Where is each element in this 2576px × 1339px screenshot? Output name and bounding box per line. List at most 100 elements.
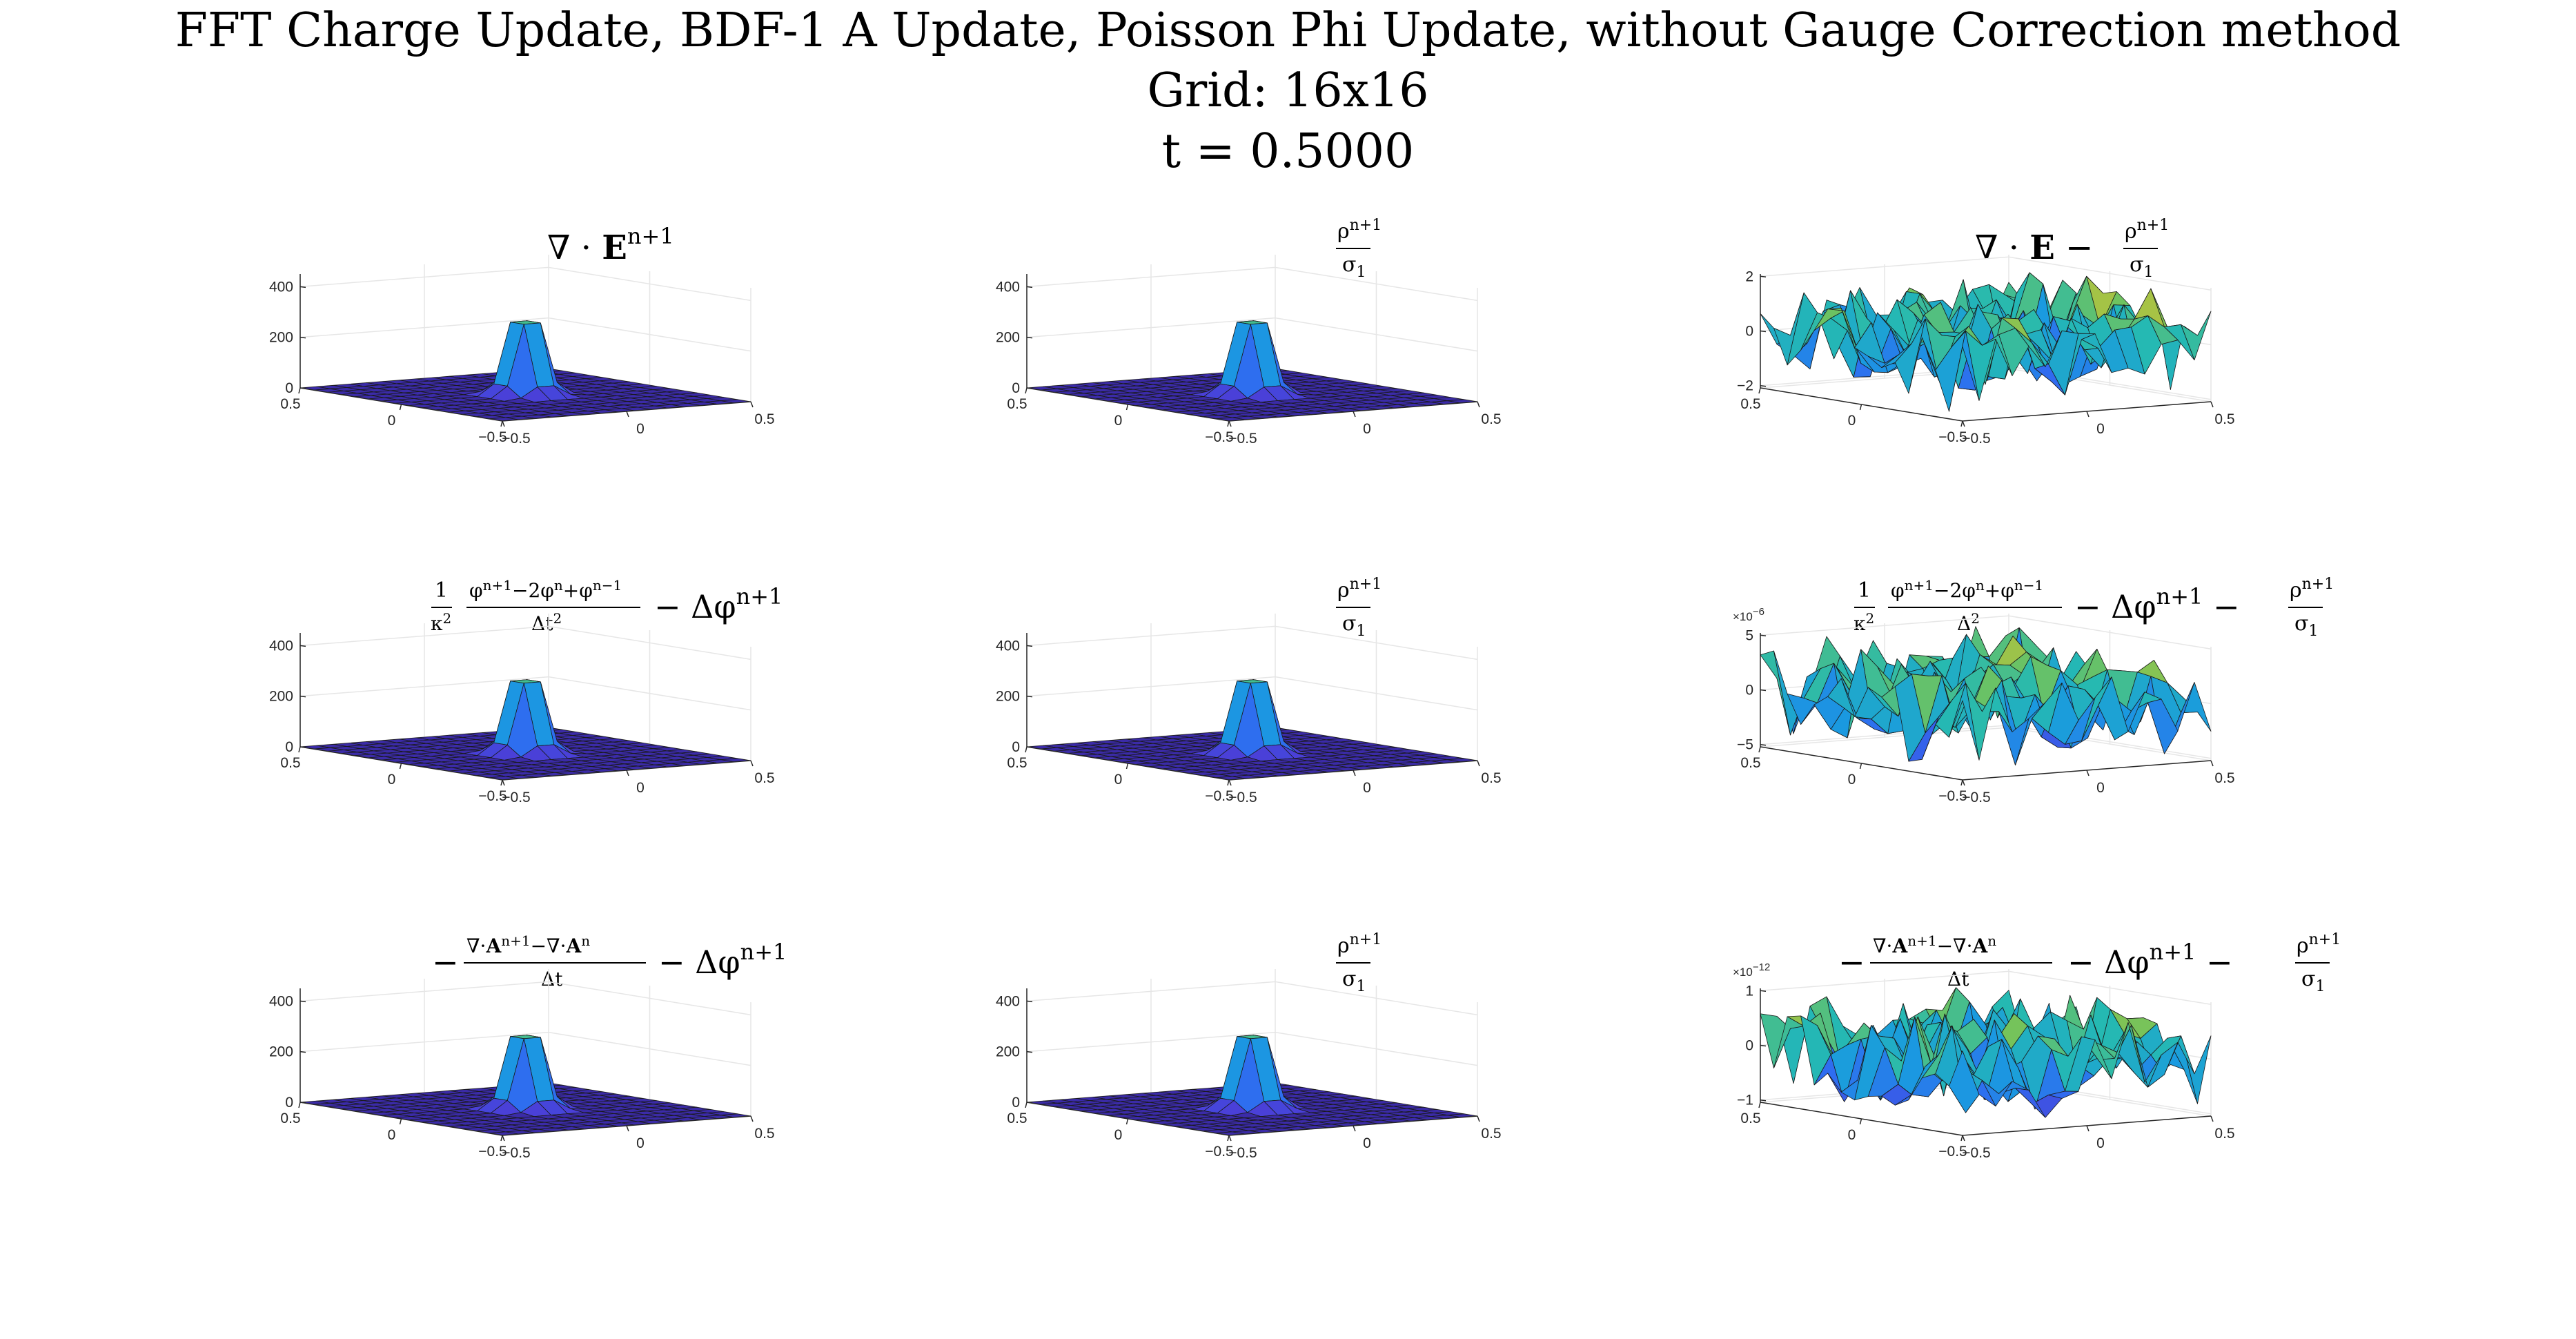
z-tick-label: 200 <box>996 689 1020 705</box>
subplot-3-plot: −2 0 2 0.5 0 −0.5−0.5 0 0.5 <box>1737 255 2235 447</box>
y-tick-label: 0.5 <box>1481 770 1501 786</box>
y-tick-label: −0.5 <box>1228 1145 1257 1161</box>
z-tick-label: 0 <box>1745 1038 1753 1054</box>
z-tick-label: 0 <box>285 380 293 396</box>
y-tick <box>1477 1115 1480 1122</box>
y-tick-label: 0 <box>636 780 645 796</box>
y-tick <box>502 779 505 786</box>
y-tick-label: 0.5 <box>2214 1126 2234 1142</box>
y-tick <box>2210 1115 2214 1122</box>
y-tick-label: 0 <box>2096 780 2105 796</box>
svg-text:1: 1 <box>1858 578 1871 603</box>
x-tick-label: 0.5 <box>1740 755 1760 771</box>
z-tick-label: −1 <box>1737 1093 1753 1108</box>
x-tick <box>500 420 503 427</box>
z-tick <box>299 1050 306 1053</box>
y-tick-label: 0 <box>636 421 645 437</box>
y-tick-label: −0.5 <box>502 790 530 805</box>
surface-mesh <box>299 1035 751 1136</box>
z-tick <box>1026 1050 1033 1053</box>
y-tick <box>1228 1135 1232 1142</box>
y-tick <box>1962 779 1965 786</box>
z-tick <box>299 695 306 698</box>
z-tick-label: 200 <box>269 330 293 346</box>
subplot-1-title: ∇ · En+1 <box>262 207 1021 290</box>
x-tick <box>298 387 301 394</box>
z-tick-label: 0 <box>1012 739 1020 755</box>
x-tick <box>500 1135 503 1142</box>
x-tick <box>1859 404 1862 411</box>
z-tick-label: 0 <box>1012 380 1020 396</box>
surface-mesh <box>1760 987 2212 1118</box>
x-tick-label: 0 <box>1114 1127 1123 1143</box>
x-tick-label: 0.5 <box>1740 1111 1760 1126</box>
x-tick <box>1758 387 1761 394</box>
x-tick <box>1758 1102 1761 1108</box>
svg-text:∇·An+1−∇·An: ∇·An+1−∇·An <box>466 932 590 957</box>
z-grid-line <box>1760 256 2212 291</box>
z-tick-label: 0 <box>1745 683 1753 698</box>
x-tick-label: −0.5 <box>1938 429 1967 445</box>
x-tick-label: −0.5 <box>1205 1144 1233 1160</box>
y-tick-label: −0.5 <box>502 1145 530 1161</box>
x-tick <box>1960 779 1963 786</box>
y-tick <box>502 1135 505 1142</box>
z-tick-label: 400 <box>996 638 1020 654</box>
x-tick-label: 0 <box>388 1127 396 1143</box>
y-tick-label: −0.5 <box>1962 790 1990 805</box>
y-tick-label: 0.5 <box>1481 411 1501 427</box>
subplot-6: 1 κ2 φn+1−2φn+φn−1 Δ2 − Δφn+1 − ρn+1 σ1 … <box>1722 566 2481 911</box>
y-tick-label: −0.5 <box>1962 431 1990 447</box>
y-tick-label: 0 <box>2096 1135 2105 1151</box>
y-tick <box>2086 411 2090 418</box>
x-tick <box>1859 763 1862 770</box>
z-tick <box>1760 384 1767 387</box>
surface-face <box>1949 1050 1980 1113</box>
z-tick <box>299 645 306 647</box>
z-grid-line <box>1026 625 1478 661</box>
y-tick-label: −0.5 <box>1228 431 1257 447</box>
z-exponent-label: ×10−6 <box>1733 606 1764 623</box>
z-grid-line <box>1026 981 1478 1016</box>
surface-mesh <box>299 320 751 422</box>
z-tick-label: 200 <box>269 689 293 705</box>
x-tick <box>399 763 402 770</box>
svg-text:ρn+1: ρn+1 <box>1337 576 1382 603</box>
surface-mesh <box>1026 320 1478 422</box>
x-tick-label: 0 <box>1848 1127 1856 1143</box>
z-grid-line <box>1026 266 1478 302</box>
y-tick-label: 0 <box>1363 421 1371 437</box>
surface-mesh <box>1760 626 2212 765</box>
y-tick-label: −0.5 <box>1228 790 1257 805</box>
y-tick-label: 0.5 <box>1481 1126 1501 1142</box>
x-tick <box>298 746 301 753</box>
x-tick <box>1125 1118 1129 1125</box>
y-tick <box>626 411 629 418</box>
x-tick <box>1227 779 1230 786</box>
y-tick-label: 0 <box>2096 421 2105 437</box>
z-tick-label: 400 <box>269 279 293 295</box>
y-tick <box>2210 760 2214 767</box>
surface-mesh <box>299 679 751 781</box>
y-tick <box>1962 420 1965 427</box>
x-tick-label: 0 <box>1848 413 1856 429</box>
z-tick <box>1026 286 1033 289</box>
z-grid-line <box>299 625 751 661</box>
z-tick <box>1760 1099 1767 1102</box>
z-tick <box>1026 645 1033 647</box>
surface-face <box>1773 650 1805 736</box>
z-tick-label: 400 <box>269 993 293 1009</box>
x-tick-label: 0.5 <box>280 1111 300 1126</box>
x-tick <box>1125 404 1129 411</box>
y-tick <box>1962 1135 1965 1142</box>
subplot-9-title: − ∇·An+1−∇·An Δt − Δφn+1 − ρn+1 σ1 <box>1722 921 2481 1004</box>
z-tick-label: 5 <box>1745 627 1753 643</box>
